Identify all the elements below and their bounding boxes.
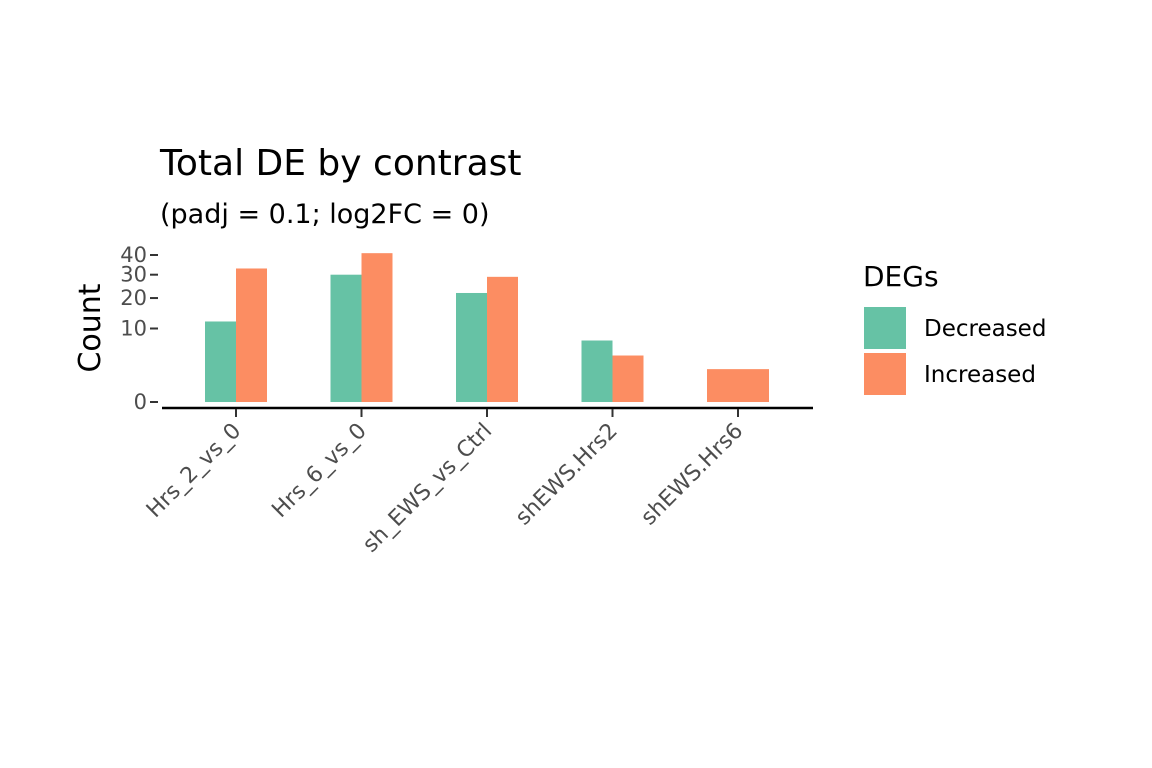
bar-decreased xyxy=(330,274,362,402)
x-tick-label: shEWS.Hrs6 xyxy=(636,419,748,531)
y-tick-label: 20 xyxy=(120,286,147,310)
y-tick-label: 40 xyxy=(120,243,147,267)
bar-increased xyxy=(707,369,769,402)
legend: DEGs Decreased Increased xyxy=(863,260,1046,395)
bar-increased xyxy=(487,276,518,402)
y-tick-label: 10 xyxy=(120,317,147,341)
bar-increased xyxy=(236,268,267,402)
bar-increased xyxy=(612,355,644,402)
bar-decreased xyxy=(581,340,613,402)
bar-increased xyxy=(361,253,393,402)
x-tick-label: Hrs_6_vs_0 xyxy=(267,419,371,523)
legend-label-increased: Increased xyxy=(924,362,1036,388)
x-tick-label: shEWS.Hrs2 xyxy=(511,419,623,531)
bar-decreased xyxy=(205,321,236,402)
y-axis-title: Count xyxy=(73,283,108,372)
legend-label-decreased: Decreased xyxy=(924,316,1046,342)
chart-subtitle: (padj = 0.1; log2FC = 0) xyxy=(160,199,489,230)
legend-key-increased xyxy=(864,353,906,395)
y-tick-label: 0 xyxy=(134,390,147,414)
chart-title: Total DE by contrast xyxy=(159,143,522,184)
x-tick-label: sh_EWS_vs_Ctrl xyxy=(358,419,497,558)
bar-decreased xyxy=(456,292,487,402)
legend-title: DEGs xyxy=(863,260,939,293)
y-tick-label: 30 xyxy=(120,263,147,287)
legend-key-decreased xyxy=(864,307,906,349)
x-tick-label: Hrs_2_vs_0 xyxy=(142,419,246,523)
